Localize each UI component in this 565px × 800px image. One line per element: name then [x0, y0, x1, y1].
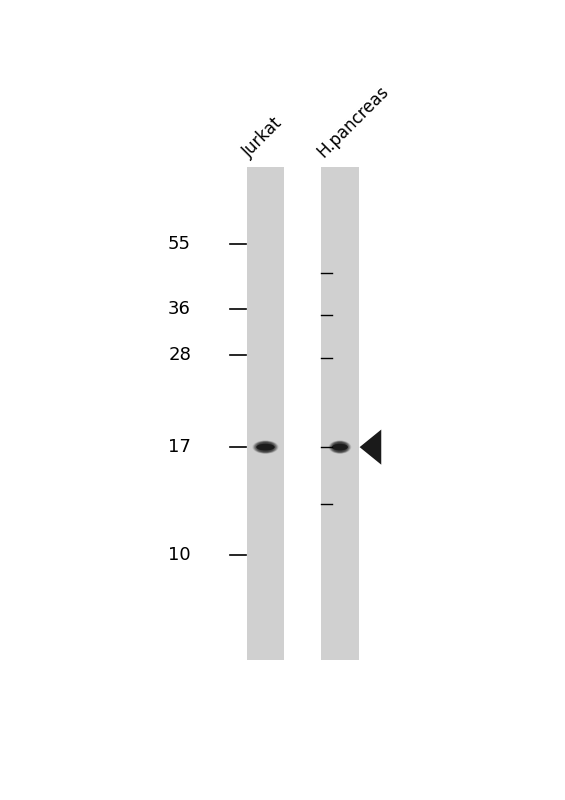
- Ellipse shape: [333, 442, 346, 451]
- Ellipse shape: [255, 442, 275, 453]
- Polygon shape: [359, 430, 381, 465]
- Ellipse shape: [253, 441, 278, 454]
- Text: 55: 55: [168, 235, 191, 253]
- Ellipse shape: [253, 440, 279, 454]
- Bar: [321, 167, 359, 660]
- Ellipse shape: [328, 440, 351, 454]
- Ellipse shape: [333, 442, 347, 452]
- Text: 28: 28: [168, 346, 191, 364]
- Ellipse shape: [254, 441, 277, 454]
- Text: 36: 36: [168, 299, 191, 318]
- Text: Jurkat: Jurkat: [240, 114, 286, 161]
- Ellipse shape: [257, 442, 275, 452]
- Ellipse shape: [258, 442, 273, 451]
- Text: 10: 10: [168, 546, 191, 564]
- Ellipse shape: [330, 441, 350, 454]
- Text: H.pancreas: H.pancreas: [314, 82, 393, 161]
- Ellipse shape: [329, 441, 351, 454]
- Ellipse shape: [257, 444, 275, 450]
- Ellipse shape: [332, 444, 348, 450]
- Ellipse shape: [255, 442, 276, 453]
- Ellipse shape: [332, 442, 349, 453]
- Ellipse shape: [332, 442, 347, 452]
- Ellipse shape: [257, 442, 273, 452]
- Bar: [247, 167, 284, 660]
- Text: 17: 17: [168, 438, 191, 456]
- Ellipse shape: [331, 442, 349, 453]
